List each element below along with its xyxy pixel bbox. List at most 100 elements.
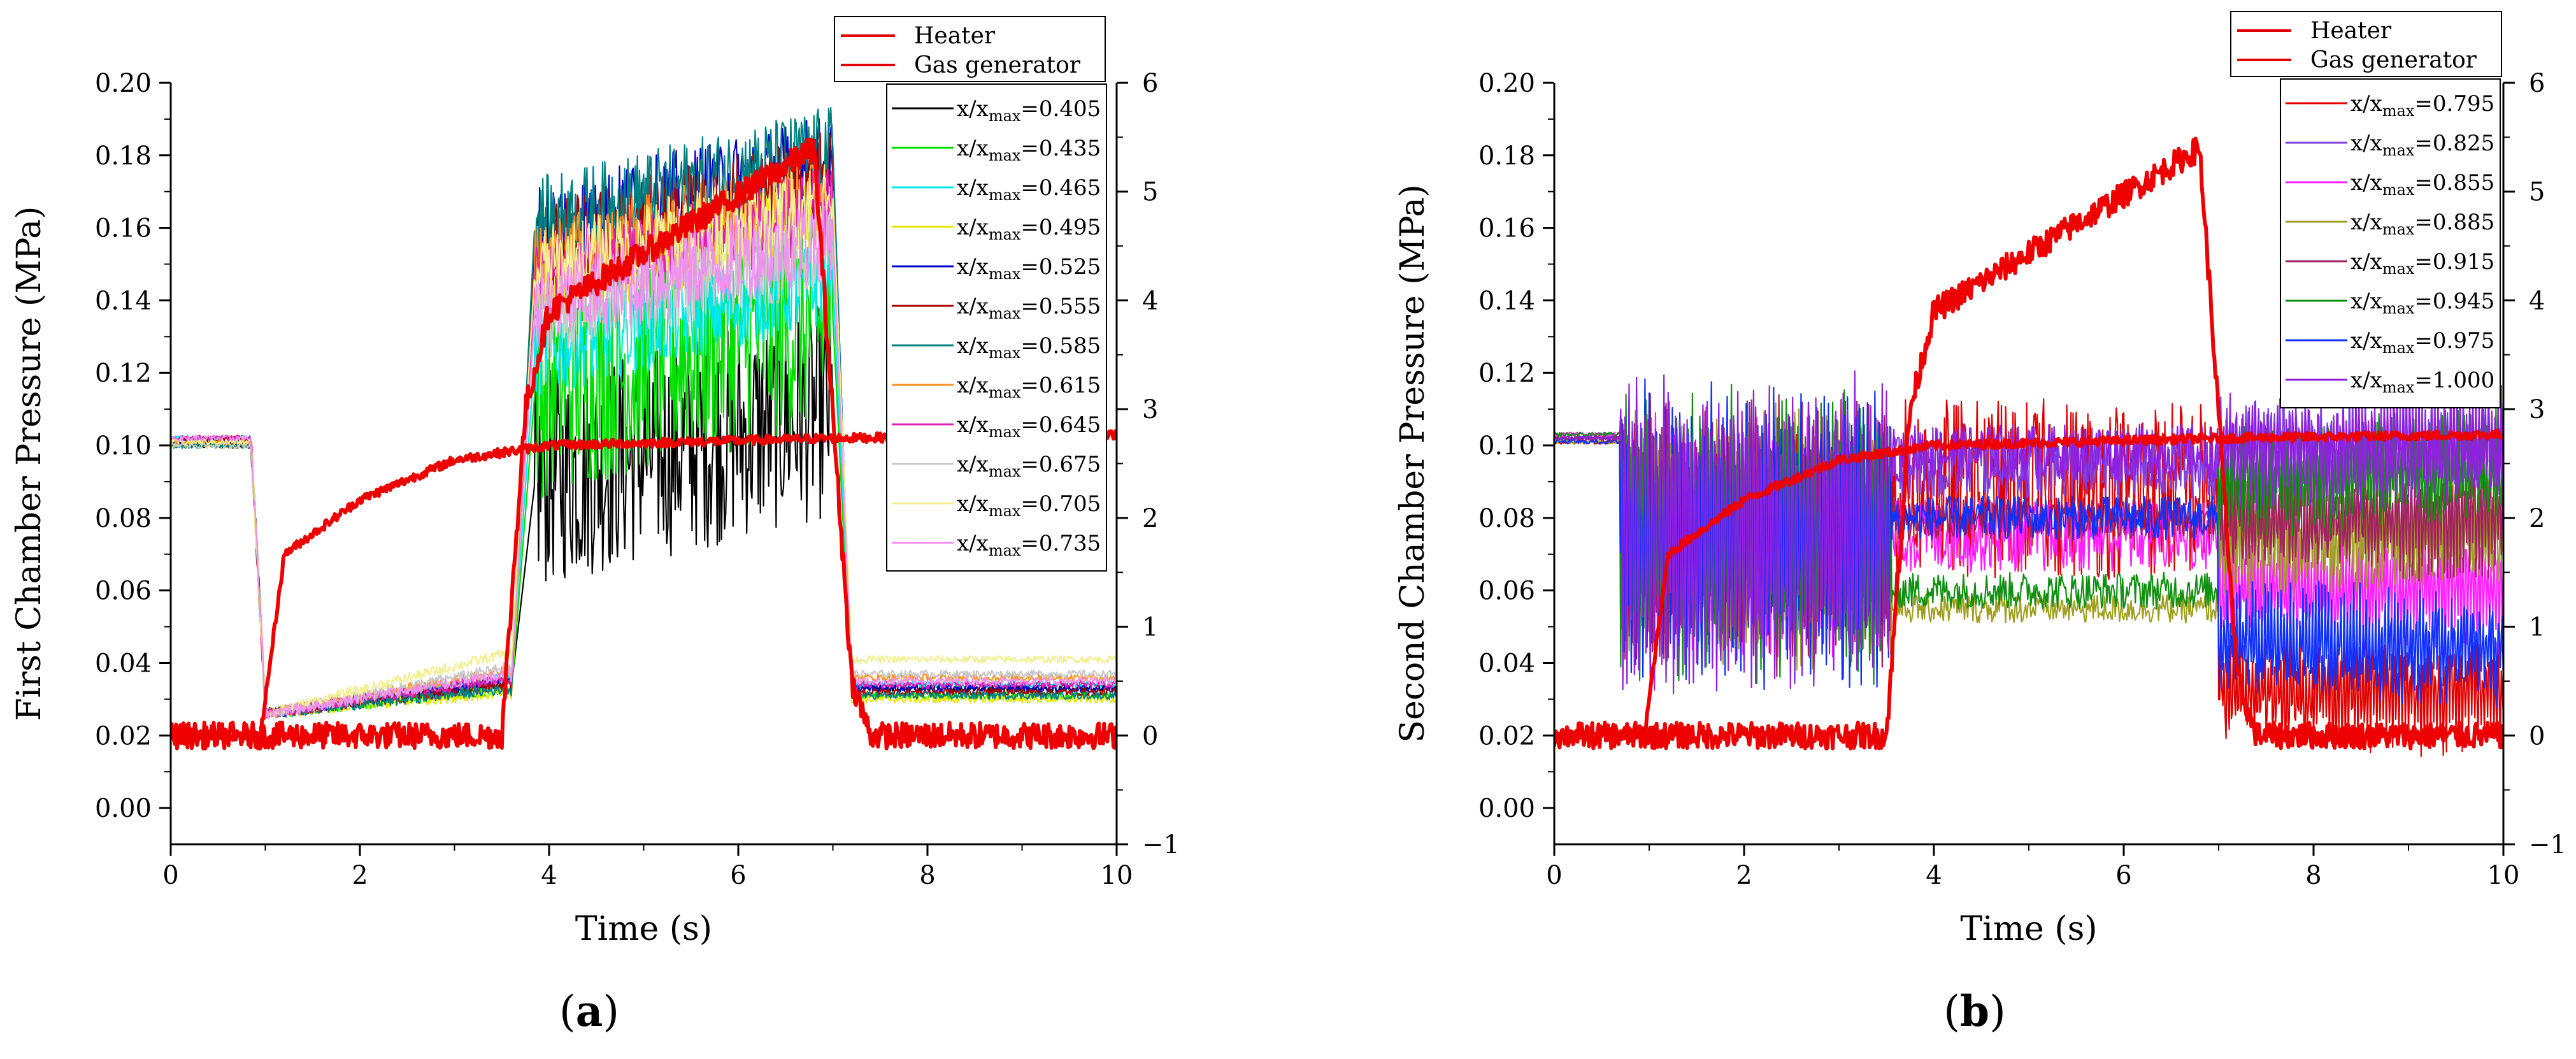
y2-tick-label: 6 [1142,69,1158,98]
legend-label-0.705: x/xmax=0.705 [957,491,1101,520]
legend-value: 0.795 [2433,91,2494,117]
y2-tick-label: 2 [1142,504,1158,533]
y-tick-label: 0.02 [95,721,152,751]
x-tick-label: 2 [1736,861,1752,890]
y-tick-label: 0.16 [1478,214,1535,243]
y-tick-label: 0.02 [1478,721,1535,751]
legend-prefix: x/x [957,491,989,517]
y-tick-label: 0.20 [95,69,152,98]
legend-prefix: x/x [957,215,989,240]
legend-value: 0.585 [1039,333,1101,359]
panel-label-open: ( [559,987,576,1036]
panel-label-close: ) [603,987,619,1036]
legend-eq: = [2414,170,2433,196]
y-tick-label: 0.18 [95,141,152,171]
y2-tick-label: 3 [2529,395,2545,424]
legend-value: 0.525 [1039,254,1101,280]
legend-label-0.945: x/xmax=0.945 [2351,289,2494,317]
y2-tick-label: 1 [2529,613,2545,642]
y-tick-label: 0.14 [1478,286,1535,315]
y2-tick-label: 4 [1142,286,1158,315]
x-tick-label: 0 [162,861,178,890]
legend-value: 0.945 [2433,289,2494,314]
plot-area: 0 2 4 6 8 100.000.020.040.060.080.100.120.140… [1394,69,2566,948]
y2-tick-label: 4 [2529,286,2545,315]
legend-label-0.825: x/xmax=0.825 [2351,131,2494,159]
legend-label-0.465: x/xmax=0.465 [957,175,1101,204]
legend-sub: max [989,463,1021,480]
y2-tick-label: 5 [2529,178,2545,207]
legend-label-0.585: x/xmax=0.585 [957,333,1101,362]
x-tick-label: 0 [1546,861,1562,890]
panel-label-close: ) [1989,987,2006,1036]
legend-prefix: x/x [957,254,989,280]
y2-tick-label: −1 [1142,830,1180,860]
heater-line [1554,136,2503,751]
legend-prefix: x/x [2351,249,2382,275]
legend-eq: = [2414,131,2433,156]
legend-eq: = [1020,333,1039,359]
legend-value: 0.465 [1039,175,1101,201]
legend-label-0.555: x/xmax=0.555 [957,294,1101,322]
legend-eq: = [1020,452,1039,477]
legend-value: 0.735 [1039,531,1101,556]
y2-tick-label: 3 [1142,395,1158,424]
legend-top: Heater Gas generator [2230,11,2502,77]
legend-sub: max [2382,339,2415,357]
legend-sub: max [2382,260,2415,278]
legend-sub: max [2382,299,2415,317]
y-tick-label: 0.12 [95,359,152,388]
legend-label-0.435: x/xmax=0.435 [957,136,1101,164]
y-axis-label: Second Chamber Pressure (MPa) [1394,184,1432,742]
legend-sub: max [989,384,1021,401]
legend-prefix: x/x [2351,210,2382,235]
legend-top-label: Gas generator [2310,47,2477,73]
legend-sub: max [2382,102,2415,120]
legend-prefix: x/x [957,96,989,122]
x-tick-label: 10 [2487,861,2520,890]
x-axis-label: Time (s) [575,910,712,948]
gas-generator-line [1554,428,2503,742]
legend-sub: max [989,542,1021,559]
legend-value: 0.855 [2433,170,2494,196]
y-tick-label: 0.20 [1478,69,1535,98]
legend-prefix: x/x [2351,91,2382,117]
legend-value: 0.645 [1039,412,1101,438]
heater-line [171,137,1117,751]
legend-value: 0.825 [2433,131,2494,156]
legend-prefix: x/x [957,531,989,556]
legend-sub: max [989,186,1021,204]
axes: 0 2 4 6 8 100.000.020.040.060.080.100.120.140… [1394,69,2566,948]
legend-eq: = [2414,249,2433,275]
legend-eq: = [2414,91,2433,117]
y2-tick-label: −1 [2529,830,2566,860]
legend-label-0.495: x/xmax=0.495 [957,215,1101,243]
panel-b: 0 2 4 6 8 100.000.020.040.060.080.100.120.140… [1394,11,2566,1036]
legend-prefix: x/x [957,412,989,438]
legend-sub: max [2382,181,2415,199]
legend-sub: max [989,344,1021,362]
legend-eq: = [2414,328,2433,354]
legend-value: 0.405 [1039,96,1101,122]
legend-value: 0.705 [1039,491,1101,517]
panel-label-open: ( [1943,987,1960,1036]
legend-eq: = [2414,368,2433,393]
panel-label-letter: b [1960,986,1989,1036]
x-tick-label: 4 [541,861,557,890]
y-tick-label: 0.00 [95,794,152,823]
y-tick-label: 0.12 [1478,359,1535,388]
axes: 0 2 4 6 8 100.000.020.040.060.080.100.120.140… [10,69,1180,948]
legend-eq: = [1020,254,1039,280]
legend-value: 0.975 [2433,328,2494,354]
legend-sub: max [989,226,1021,243]
legend-value: 1.000 [2433,368,2494,393]
legend-label-0.615: x/xmax=0.615 [957,373,1101,401]
legend-series-box [886,83,1107,572]
y2-tick-label: 6 [2529,69,2545,98]
legend-sub: max [2382,378,2415,396]
legend-eq: = [2414,289,2433,314]
legend-top-label: Heater [2310,18,2392,44]
legend-eq: = [1020,491,1039,517]
legend-prefix: x/x [957,452,989,477]
